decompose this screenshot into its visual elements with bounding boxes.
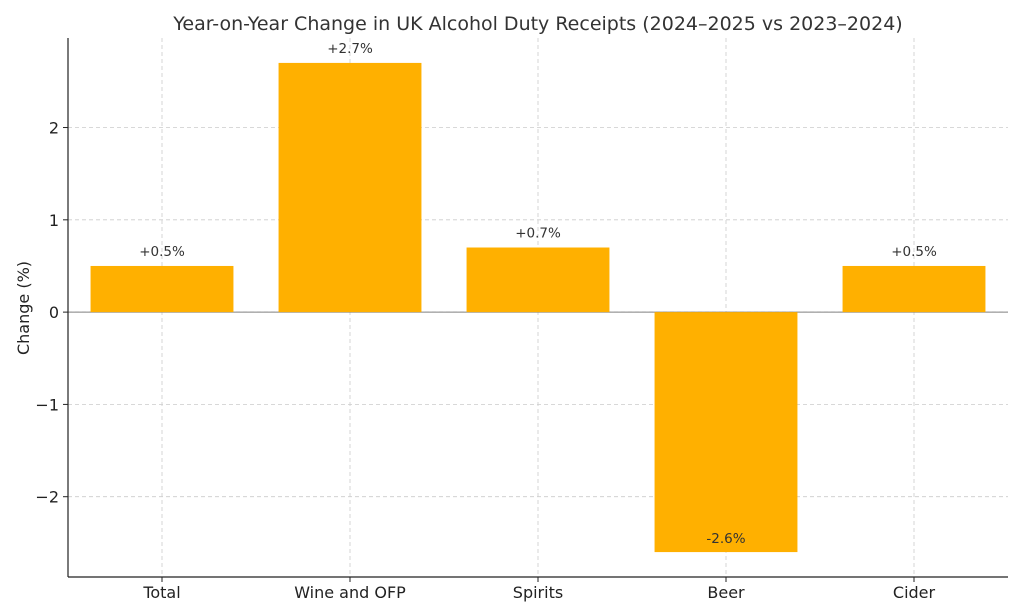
- y-axis-label: Change (%): [14, 261, 33, 355]
- bar: [90, 265, 234, 313]
- bar: [466, 247, 610, 313]
- bar: [278, 62, 422, 313]
- y-tick-label: −2: [35, 488, 59, 507]
- y-tick-label: 0: [49, 303, 59, 322]
- bar-value-label: -2.6%: [706, 531, 745, 547]
- x-tick-label: Cider: [893, 583, 936, 602]
- x-tick-label: Wine and OFP: [294, 583, 406, 602]
- y-tick-label: 1: [49, 211, 59, 230]
- x-tick-label: Total: [142, 583, 180, 602]
- bar-value-label: +0.5%: [891, 244, 937, 260]
- bar: [654, 312, 798, 553]
- y-axis-ticks: −2 −1 0 1 2: [35, 119, 68, 507]
- x-axis-ticks: Total Wine and OFP Spirits Beer Cider: [142, 577, 936, 602]
- y-tick-label: −1: [35, 395, 59, 414]
- x-tick-label: Spirits: [513, 583, 563, 602]
- bars: [90, 62, 986, 553]
- bar: [842, 265, 986, 313]
- bar-value-label: +2.7%: [327, 41, 373, 57]
- bar-value-label: +0.5%: [139, 244, 185, 260]
- bar-value-label: +0.7%: [515, 226, 561, 242]
- y-tick-label: 2: [49, 119, 59, 138]
- data-labels: +0.5% +2.7% +0.7% -2.6% +0.5%: [139, 41, 937, 547]
- chart-title: Year-on-Year Change in UK Alcohol Duty R…: [172, 13, 902, 35]
- x-tick-label: Beer: [707, 583, 745, 602]
